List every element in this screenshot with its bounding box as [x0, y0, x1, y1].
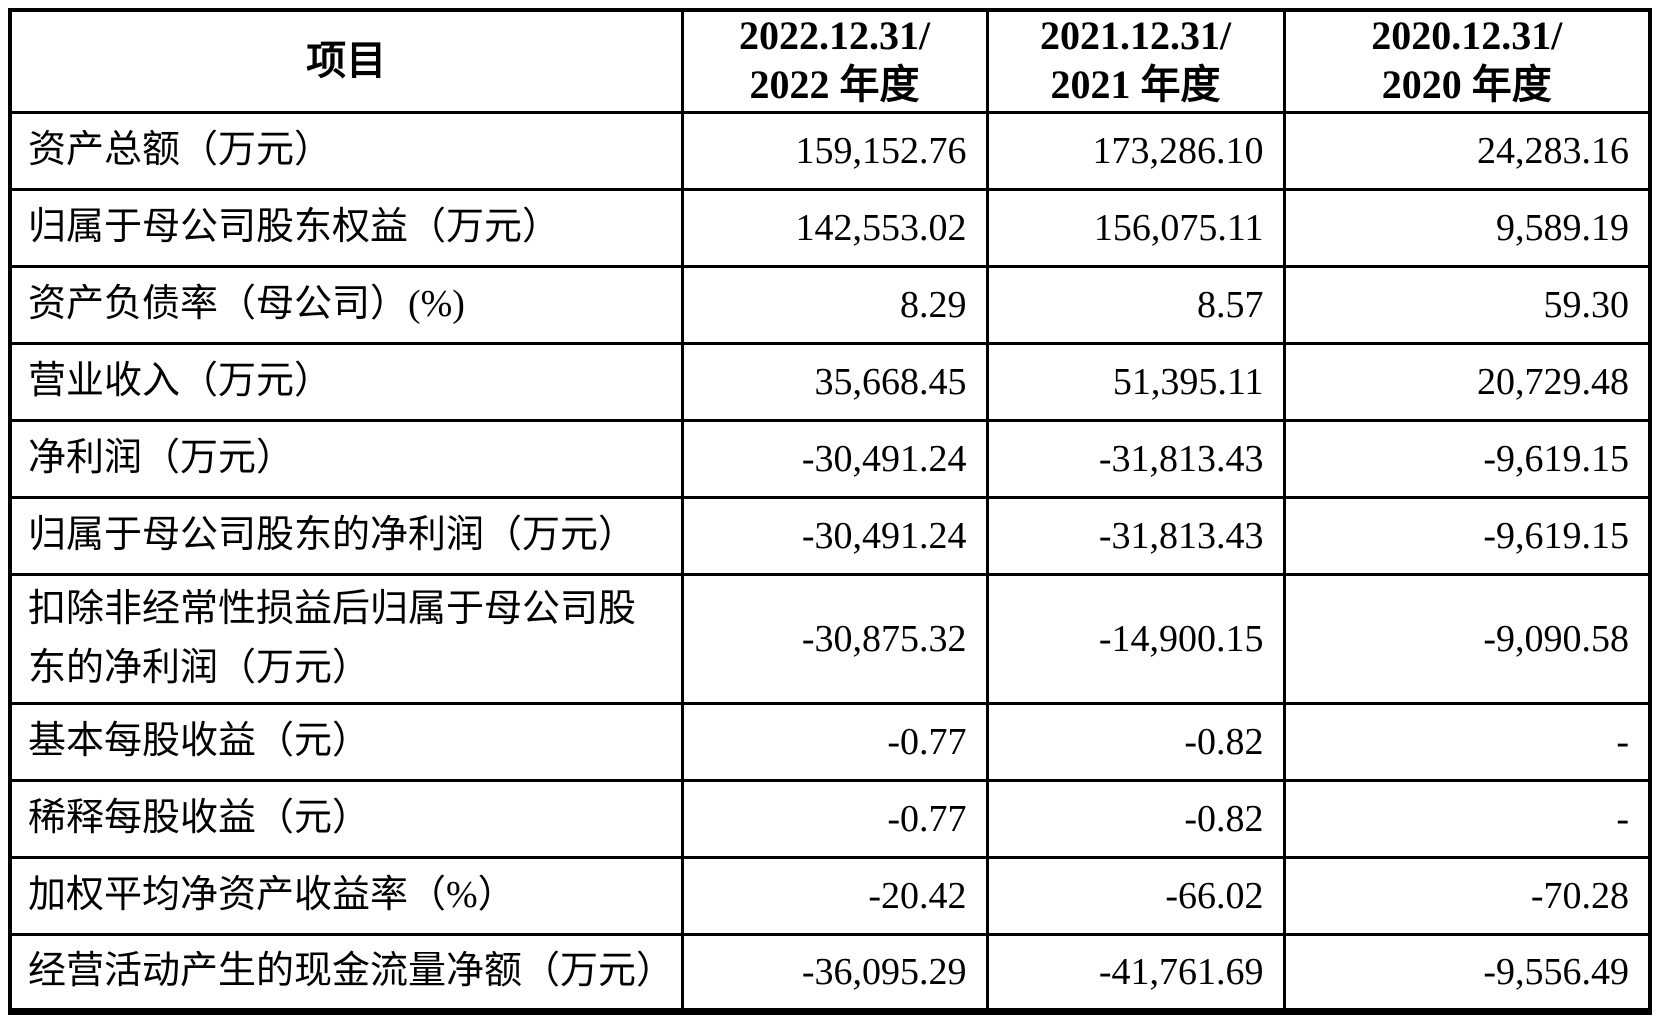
value-2020: -: [1282, 701, 1652, 782]
value-2021: 156,075.11: [985, 187, 1286, 268]
value-2022: 142,553.02: [680, 187, 989, 268]
value-2022: -20.42: [680, 855, 989, 936]
table-row-revenue: 营业收入（万元） 35,668.45 51,395.11 20,729.48: [8, 341, 1652, 422]
value-2020: 24,283.16: [1282, 110, 1652, 191]
row-label: 资产负债率（母公司）(%): [8, 264, 684, 345]
table-row-net-profit: 净利润（万元） -30,491.24 -31,813.43 -9,619.15: [8, 418, 1652, 499]
value-2021: 51,395.11: [985, 341, 1286, 422]
value-2020: -: [1282, 778, 1652, 859]
row-label: 净利润（万元）: [8, 418, 684, 499]
row-label: 归属于母公司股东的净利润（万元）: [8, 495, 684, 576]
row-label: 加权平均净资产收益率（%）: [8, 855, 684, 936]
header-item: 项目: [8, 8, 684, 114]
value-2022: -0.77: [680, 701, 989, 782]
header-2022: 2022.12.31/ 2022 年度: [680, 8, 989, 114]
row-label: 基本每股收益（元）: [8, 701, 684, 782]
table-row-parent-net-profit: 归属于母公司股东的净利润（万元） -30,491.24 -31,813.43 -…: [8, 495, 1652, 576]
row-label: 资产总额（万元）: [8, 110, 684, 191]
value-2020: 20,729.48: [1282, 341, 1652, 422]
value-2021: -41,761.69: [985, 932, 1286, 1013]
table-row-deducted-net-profit: 扣除非经常性损益后归属于母公司股东的净利润（万元） -30,875.32 -14…: [8, 572, 1652, 705]
value-2022: -0.77: [680, 778, 989, 859]
table-row-parent-equity: 归属于母公司股东权益（万元） 142,553.02 156,075.11 9,5…: [8, 187, 1652, 268]
table-row-diluted-eps: 稀释每股收益（元） -0.77 -0.82 -: [8, 778, 1652, 859]
table-row-basic-eps: 基本每股收益（元） -0.77 -0.82 -: [8, 701, 1652, 782]
header-2021-line2: 2021 年度: [1050, 62, 1221, 108]
table-row-total-assets: 资产总额（万元） 159,152.76 173,286.10 24,283.16: [8, 110, 1652, 191]
row-label: 稀释每股收益（元）: [8, 778, 684, 859]
header-2022-line2: 2022 年度: [749, 62, 920, 108]
header-2022-line1: 2022.12.31/: [738, 13, 931, 59]
header-item-label: 项目: [306, 37, 387, 83]
value-2021: -0.82: [985, 778, 1286, 859]
value-2020: -9,619.15: [1282, 418, 1652, 499]
value-2020: 9,589.19: [1282, 187, 1652, 268]
row-label: 营业收入（万元）: [8, 341, 684, 422]
value-2020: -9,090.58: [1282, 572, 1652, 705]
value-2021: -14,900.15: [985, 572, 1286, 705]
value-2021: 8.57: [985, 264, 1286, 345]
row-label: 扣除非经常性损益后归属于母公司股东的净利润（万元）: [8, 572, 684, 705]
value-2022: -30,875.32: [680, 572, 989, 705]
header-2021-line1: 2021.12.31/: [1039, 13, 1232, 59]
value-2022: -30,491.24: [680, 495, 989, 576]
value-2020: 59.30: [1282, 264, 1652, 345]
header-2020-line2: 2020 年度: [1381, 62, 1552, 108]
value-2021: -0.82: [985, 701, 1286, 782]
value-2022: -30,491.24: [680, 418, 989, 499]
value-2020: -70.28: [1282, 855, 1652, 936]
value-2022: 35,668.45: [680, 341, 989, 422]
value-2022: 159,152.76: [680, 110, 989, 191]
value-2021: -31,813.43: [985, 418, 1286, 499]
value-2022: -36,095.29: [680, 932, 989, 1013]
table-row-operating-cash-flow: 经营活动产生的现金流量净额（万元） -36,095.29 -41,761.69 …: [8, 932, 1652, 1013]
table-row-weighted-roe: 加权平均净资产收益率（%） -20.42 -66.02 -70.28: [8, 855, 1652, 936]
table-header-row: 项目 2022.12.31/ 2022 年度 2021.12.31/ 2021 …: [8, 8, 1652, 114]
header-2020: 2020.12.31/ 2020 年度: [1282, 8, 1652, 114]
row-label: 归属于母公司股东权益（万元）: [8, 187, 684, 268]
header-2020-line1: 2020.12.31/: [1371, 13, 1563, 59]
value-2021: -66.02: [985, 855, 1286, 936]
header-2021: 2021.12.31/ 2021 年度: [985, 8, 1286, 114]
value-2020: -9,619.15: [1282, 495, 1652, 576]
value-2021: -31,813.43: [985, 495, 1286, 576]
value-2022: 8.29: [680, 264, 989, 345]
value-2021: 173,286.10: [985, 110, 1286, 191]
value-2020: -9,556.49: [1282, 932, 1652, 1013]
table-row-debt-ratio: 资产负债率（母公司）(%) 8.29 8.57 59.30: [8, 264, 1652, 345]
financial-summary-table: 项目 2022.12.31/ 2022 年度 2021.12.31/ 2021 …: [8, 8, 1652, 1015]
row-label: 经营活动产生的现金流量净额（万元）: [8, 932, 684, 1013]
